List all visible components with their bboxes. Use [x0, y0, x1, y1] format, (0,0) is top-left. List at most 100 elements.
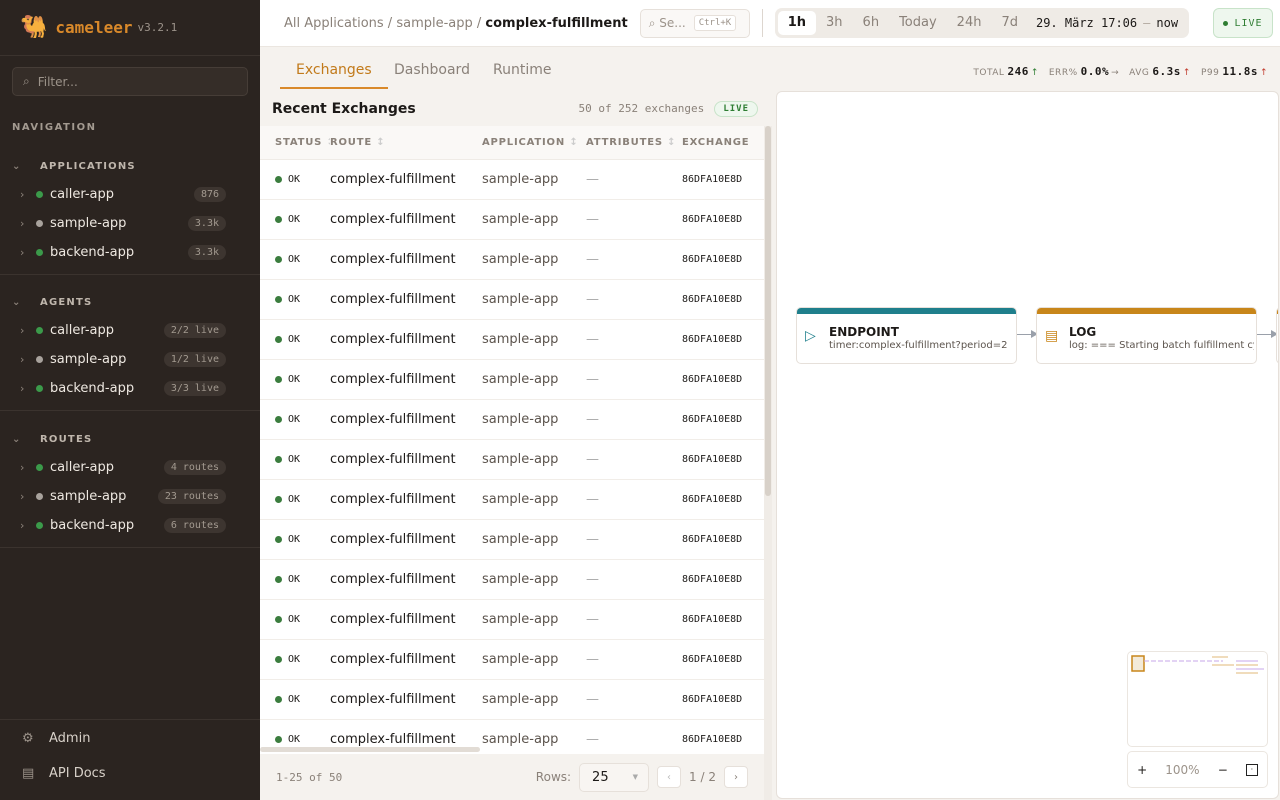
rows-per-page-select[interactable]: 25 ▼: [579, 762, 650, 792]
diagram-node-log[interactable]: ▤ LOG log: === Starting batch fulfillmen…: [1036, 307, 1257, 364]
sidebar-item-caller-app[interactable]: › caller-app 4 routes: [0, 453, 260, 482]
sidebar-item-sample-app[interactable]: › sample-app 23 routes: [0, 482, 260, 511]
diagram-node-next[interactable]: [1276, 307, 1278, 364]
route-diagram-canvas[interactable]: ▷ ENDPOINT timer:complex-fulfillment?per…: [776, 91, 1279, 799]
table-row[interactable]: OK complex-fulfillment sample-app — 86DF…: [260, 600, 764, 640]
table-row[interactable]: OK complex-fulfillment sample-app — 86DF…: [260, 720, 764, 754]
column-header-application[interactable]: APPLICATION ↕: [482, 137, 579, 148]
route-cell: complex-fulfillment: [330, 332, 456, 347]
search-icon: ⌕: [23, 74, 30, 88]
chevron-right-icon: ›: [20, 188, 25, 201]
table-row[interactable]: OK complex-fulfillment sample-app — 86DF…: [260, 560, 764, 600]
status-cell: OK: [260, 374, 330, 385]
sidebar-item-caller-app[interactable]: › caller-app 2/2 live: [0, 316, 260, 345]
chevron-right-icon: ›: [20, 490, 25, 503]
status-dot: [275, 416, 282, 423]
table-row[interactable]: OK complex-fulfillment sample-app — 86DF…: [260, 440, 764, 480]
count-badge: 6 routes: [163, 518, 226, 533]
tab-exchanges[interactable]: Exchanges: [280, 62, 388, 89]
attributes-cell: —: [586, 332, 599, 347]
route-cell: complex-fulfillment: [330, 212, 456, 227]
next-page-button[interactable]: ›: [724, 766, 748, 788]
breadcrumb-app[interactable]: sample-app: [396, 15, 473, 31]
table-row[interactable]: OK complex-fulfillment sample-app — 86DF…: [260, 400, 764, 440]
exchange-count: 50 of 252 exchanges: [578, 102, 705, 115]
range-option-6h[interactable]: 6h: [862, 15, 880, 30]
route-cell: complex-fulfillment: [330, 372, 456, 387]
attributes-cell: —: [586, 572, 599, 587]
sidebar-item-caller-app[interactable]: › caller-app 876: [0, 180, 260, 209]
status-dot: [275, 176, 282, 183]
column-header-exchange[interactable]: EXCHANGE: [682, 137, 750, 148]
fit-view-button[interactable]: ·: [1245, 763, 1258, 776]
table-row[interactable]: OK complex-fulfillment sample-app — 86DF…: [260, 200, 764, 240]
zoom-in-button[interactable]: +: [1137, 762, 1148, 777]
prev-page-button[interactable]: ‹: [657, 766, 682, 788]
minimap[interactable]: [1127, 651, 1268, 747]
vertical-scrollbar[interactable]: [764, 126, 772, 800]
sidebar-item-backend-app[interactable]: › backend-app 3/3 live: [0, 374, 260, 403]
exchange-id-cell: 86DFA10E8D: [682, 174, 743, 185]
table-row[interactable]: OK complex-fulfillment sample-app — 86DF…: [260, 280, 764, 320]
range-option-3h[interactable]: 3h: [826, 15, 843, 30]
table-row[interactable]: OK complex-fulfillment sample-app — 86DF…: [260, 360, 764, 400]
section-toggle[interactable]: ⌄ ROUTES: [0, 428, 260, 450]
sidebar-section-applications: ⌄ APPLICATIONS › caller-app 876 › sample-app 3…: [0, 155, 260, 267]
stat-p99: P99 11.8s ↑: [1200, 65, 1268, 78]
sidebar-item-sample-app[interactable]: › sample-app 1/2 live: [0, 345, 260, 374]
gear-icon: ⚙: [22, 731, 34, 746]
stat-total: TOTAL 246 ↑: [973, 65, 1039, 78]
column-header-status[interactable]: STATUS ↕: [260, 137, 330, 148]
sidebar-item-backend-app[interactable]: › backend-app 6 routes: [0, 511, 260, 540]
count-badge: 1/2 live: [163, 352, 226, 367]
range-option-7d[interactable]: 7d: [1001, 15, 1018, 30]
exchange-id-cell: 86DFA10E8D: [682, 374, 743, 385]
breadcrumb-all-applications[interactable]: All Applications: [284, 15, 384, 31]
table-row[interactable]: OK complex-fulfillment sample-app — 86DF…: [260, 680, 764, 720]
status-cell: OK: [260, 334, 330, 345]
range-option-1h[interactable]: 1h: [777, 11, 817, 35]
sidebar-item-admin[interactable]: ⚙ Admin: [22, 731, 91, 746]
sidebar-item-api-docs[interactable]: ▤ API Docs: [22, 766, 106, 781]
tab-dashboard[interactable]: Dashboard: [394, 62, 470, 78]
table-row[interactable]: OK complex-fulfillment sample-app — 86DF…: [260, 160, 764, 200]
status-dot: [275, 296, 282, 303]
application-cell: sample-app: [482, 572, 559, 587]
search-button[interactable]: ⌕ Se... Ctrl+K: [639, 8, 750, 38]
column-header-route[interactable]: ROUTE ↕: [330, 137, 386, 148]
date-range[interactable]: 29. März 17:06— now: [1035, 16, 1179, 30]
table-row[interactable]: OK complex-fulfillment sample-app — 86DF…: [260, 520, 764, 560]
trend-icon: ↑: [1030, 68, 1039, 78]
range-option-today[interactable]: Today: [899, 15, 937, 30]
exchange-id-cell: 86DFA10E8D: [682, 654, 743, 665]
live-toggle[interactable]: LIVE: [1213, 8, 1273, 38]
route-cell: complex-fulfillment: [330, 612, 456, 627]
section-toggle[interactable]: ⌄ AGENTS: [0, 291, 260, 313]
table-row[interactable]: OK complex-fulfillment sample-app — 86DF…: [260, 640, 764, 680]
count-badge: 3/3 live: [163, 381, 226, 396]
horizontal-scrollbar[interactable]: [260, 747, 480, 752]
sidebar-filter-input[interactable]: ⌕ Filter...: [12, 67, 248, 96]
diagram-node-endpoint[interactable]: ▷ ENDPOINT timer:complex-fulfillment?per…: [796, 307, 1017, 364]
attributes-cell: —: [586, 212, 599, 227]
logo[interactable]: 🐫 cameleer v3.2.1: [0, 0, 260, 56]
status-cell: OK: [260, 294, 330, 305]
chevron-right-icon: ›: [20, 324, 25, 337]
section-toggle[interactable]: ⌄ APPLICATIONS: [0, 155, 260, 177]
zoom-out-button[interactable]: −: [1217, 762, 1228, 777]
attributes-cell: —: [586, 732, 599, 747]
tab-bar: Exchanges Dashboard Runtime TOTAL 246 ↑ ERR…: [260, 47, 1280, 91]
sort-icon: ↕: [667, 137, 677, 148]
table-row[interactable]: OK complex-fulfillment sample-app — 86DF…: [260, 480, 764, 520]
attributes-cell: —: [586, 412, 599, 427]
live-badge: LIVE: [714, 100, 758, 117]
column-header-attributes[interactable]: ATTRIBUTES ↕: [586, 137, 677, 148]
sidebar-item-backend-app[interactable]: › backend-app 3.3k: [0, 238, 260, 267]
table-row[interactable]: OK complex-fulfillment sample-app — 86DF…: [260, 240, 764, 280]
range-option-24h[interactable]: 24h: [956, 15, 982, 30]
tab-runtime[interactable]: Runtime: [493, 62, 552, 78]
status-cell: OK: [260, 654, 330, 665]
trend-icon: ↑: [1182, 68, 1191, 78]
sidebar-item-sample-app[interactable]: › sample-app 3.3k: [0, 209, 260, 238]
table-row[interactable]: OK complex-fulfillment sample-app — 86DF…: [260, 320, 764, 360]
